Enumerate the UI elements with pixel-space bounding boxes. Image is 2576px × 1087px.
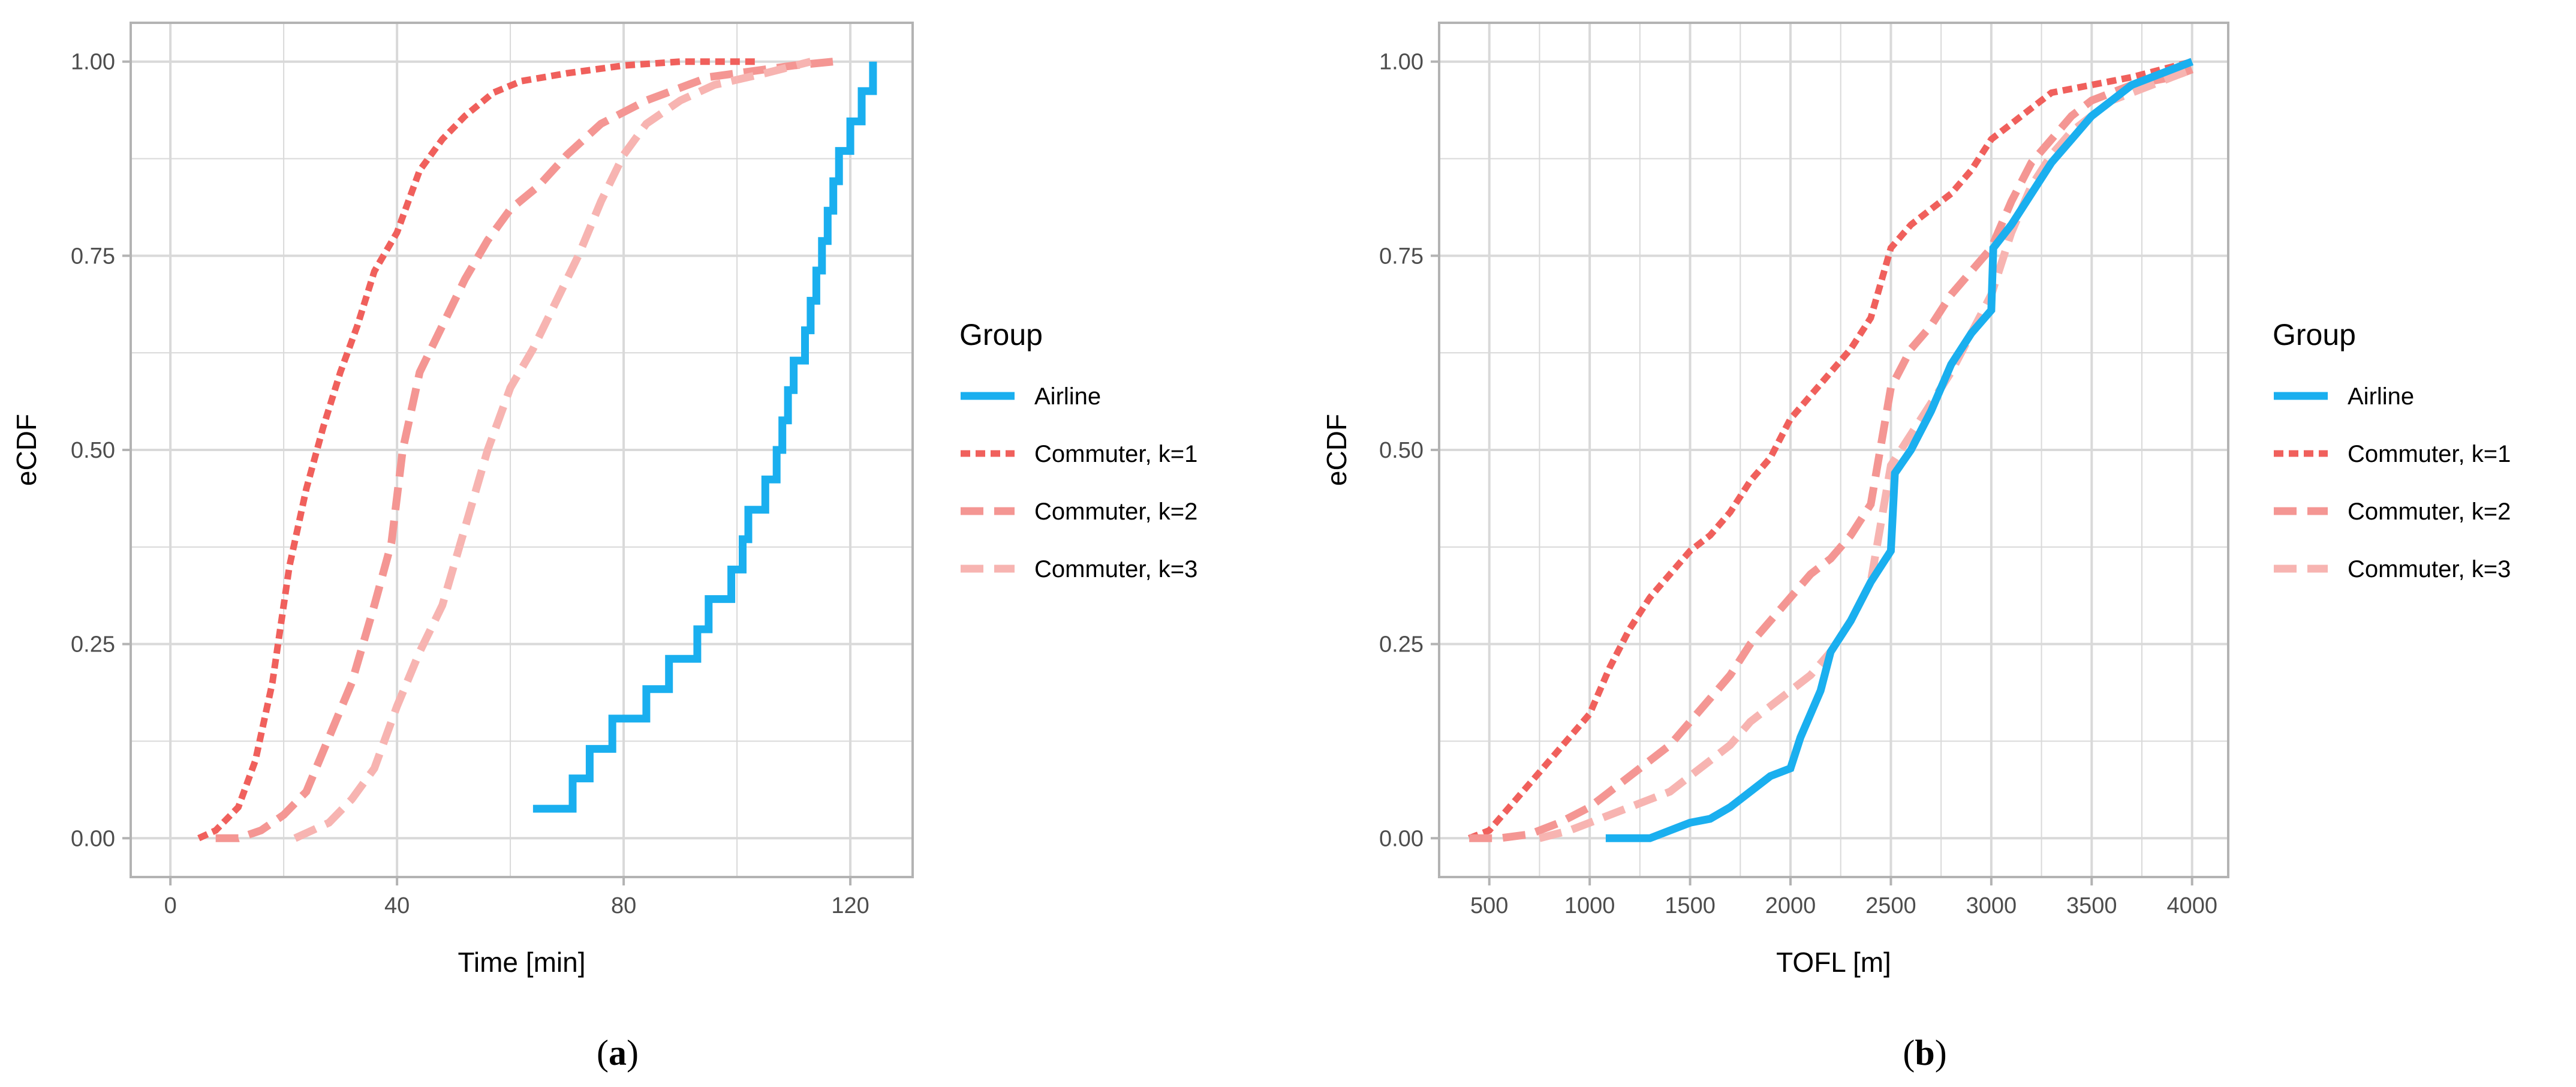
x-tick-label: 40 (384, 893, 410, 918)
x-axis-title: Time [min] (458, 947, 586, 978)
x-tick-label: 120 (831, 893, 869, 918)
y-tick-label: 1.00 (1379, 50, 1424, 75)
y-axis-title: eCDF (11, 414, 42, 486)
plot-frame (1438, 22, 2229, 878)
x-tick-label: 1500 (1665, 893, 1716, 918)
panel-label-close: ) (627, 1033, 639, 1073)
series-line-k2 (215, 58, 834, 842)
x-tick-label: 2000 (1765, 893, 1816, 918)
panel-label-close: ) (1935, 1033, 1947, 1073)
legend-title: Group (2273, 318, 2356, 352)
series-line-k1 (1468, 58, 2193, 842)
x-tick-label: 2500 (1865, 893, 1916, 918)
y-tick-label: 0.75 (1379, 244, 1424, 269)
x-tick-label: 500 (1470, 893, 1508, 918)
panel-label: (a) (597, 1033, 639, 1073)
y-tick-label: 0.25 (1379, 632, 1424, 657)
legend-title: Group (959, 318, 1043, 352)
plot-frame (130, 22, 914, 878)
panel-label-letter: b (1915, 1033, 1934, 1073)
y-tick-label: 0.25 (71, 632, 115, 657)
series-line-k2 (1469, 65, 2194, 842)
y-tick-label: 0.00 (1379, 826, 1424, 851)
y-tick-label: 1.00 (71, 50, 115, 75)
x-axis-title: TOFL [m] (1776, 947, 1891, 978)
panel-label: (b) (1903, 1033, 1946, 1073)
legend-label-k3: Commuter, k=3 (1034, 556, 1197, 582)
x-tick-label: 80 (611, 893, 636, 918)
series-line-airline (532, 61, 877, 813)
x-tick-label: 1000 (1564, 893, 1615, 918)
panel-label-letter: a (609, 1033, 627, 1073)
panel-a: 0 40 80 120 0.00 0.25 0.50 0.75 1.00 Time [min] eC… (11, 22, 1197, 1073)
y-tick-label: 0.00 (71, 826, 115, 851)
panel-b: 500 1000 1500 2000 2500 3000 3500 4000 0.00 0.25 0… (1321, 22, 2511, 1073)
x-tick-label: 0 (164, 893, 177, 918)
legend-label-k1: Commuter, k=1 (2348, 441, 2511, 467)
y-axis-title: eCDF (1321, 414, 1352, 486)
legend-label-k3: Commuter, k=3 (2348, 556, 2511, 582)
y-tick-label: 0.75 (71, 244, 115, 269)
series-line-k1 (197, 58, 760, 842)
legend-label-airline: Airline (2348, 383, 2414, 410)
y-tick-label: 0.50 (71, 438, 115, 463)
legend-label-k2: Commuter, k=2 (1034, 499, 1197, 525)
series-line-airline (1605, 58, 2194, 842)
legend-label-airline: Airline (1034, 383, 1101, 410)
series-line-k3 (293, 58, 812, 842)
legend-label-k2: Commuter, k=2 (2348, 499, 2511, 525)
legend-label-k1: Commuter, k=1 (1034, 441, 1197, 467)
panel-label-open: ( (597, 1033, 609, 1073)
x-tick-label: 3000 (1966, 893, 2017, 918)
y-tick-label: 0.50 (1379, 438, 1424, 463)
panel-label-open: ( (1903, 1033, 1915, 1073)
x-tick-label: 4000 (2166, 893, 2217, 918)
x-tick-label: 3500 (2066, 893, 2117, 918)
